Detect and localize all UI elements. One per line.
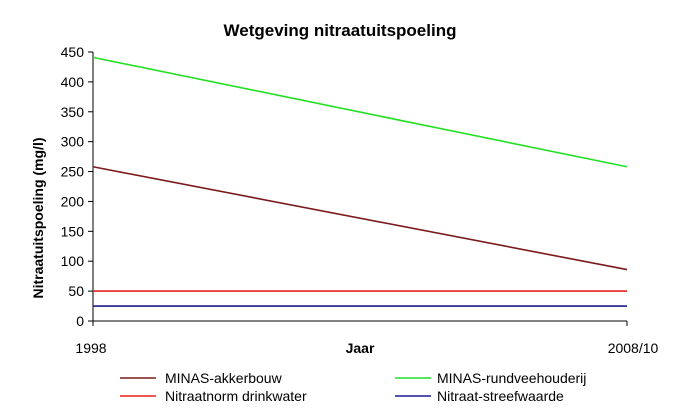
series-line-2 xyxy=(92,56,628,168)
y-tick-label: 400 xyxy=(61,74,85,90)
x-tick-label: 2008/10 xyxy=(608,340,659,356)
y-tick-label: 350 xyxy=(61,104,85,120)
y-tick-label: 450 xyxy=(61,44,85,60)
x-tick-label: 1998 xyxy=(75,340,106,356)
y-tick-label: 200 xyxy=(61,193,85,209)
legend-label-4: Nitraat-streefwaarde xyxy=(437,388,564,404)
y-tick-label: 50 xyxy=(68,283,84,299)
y-tick-label: 250 xyxy=(61,164,85,180)
y-tick-label: 150 xyxy=(61,223,85,239)
legend: MINAS-akkerbouw MINAS-rundveehouderij Nitr… xyxy=(120,370,586,404)
legend-label-1: MINAS-akkerbouw xyxy=(165,370,283,386)
y-tick-label: 0 xyxy=(76,313,84,329)
y-axis-title: Nitraatuitspoeling (mg/l) xyxy=(30,138,46,299)
chart-title: Wetgeving nitraatuitspoeling xyxy=(224,21,457,40)
legend-label-2: MINAS-rundveehouderij xyxy=(437,370,586,386)
series-line-1 xyxy=(92,165,628,271)
y-tick-label: 100 xyxy=(61,253,85,269)
x-axis-title: Jaar xyxy=(346,340,375,356)
legend-label-3: Nitraatnorm drinkwater xyxy=(165,388,307,404)
plot-area: 0 50 100 150 200 250 300 350 400 450 1998 2008/10 xyxy=(61,44,659,356)
y-tick-label: 300 xyxy=(61,134,85,150)
